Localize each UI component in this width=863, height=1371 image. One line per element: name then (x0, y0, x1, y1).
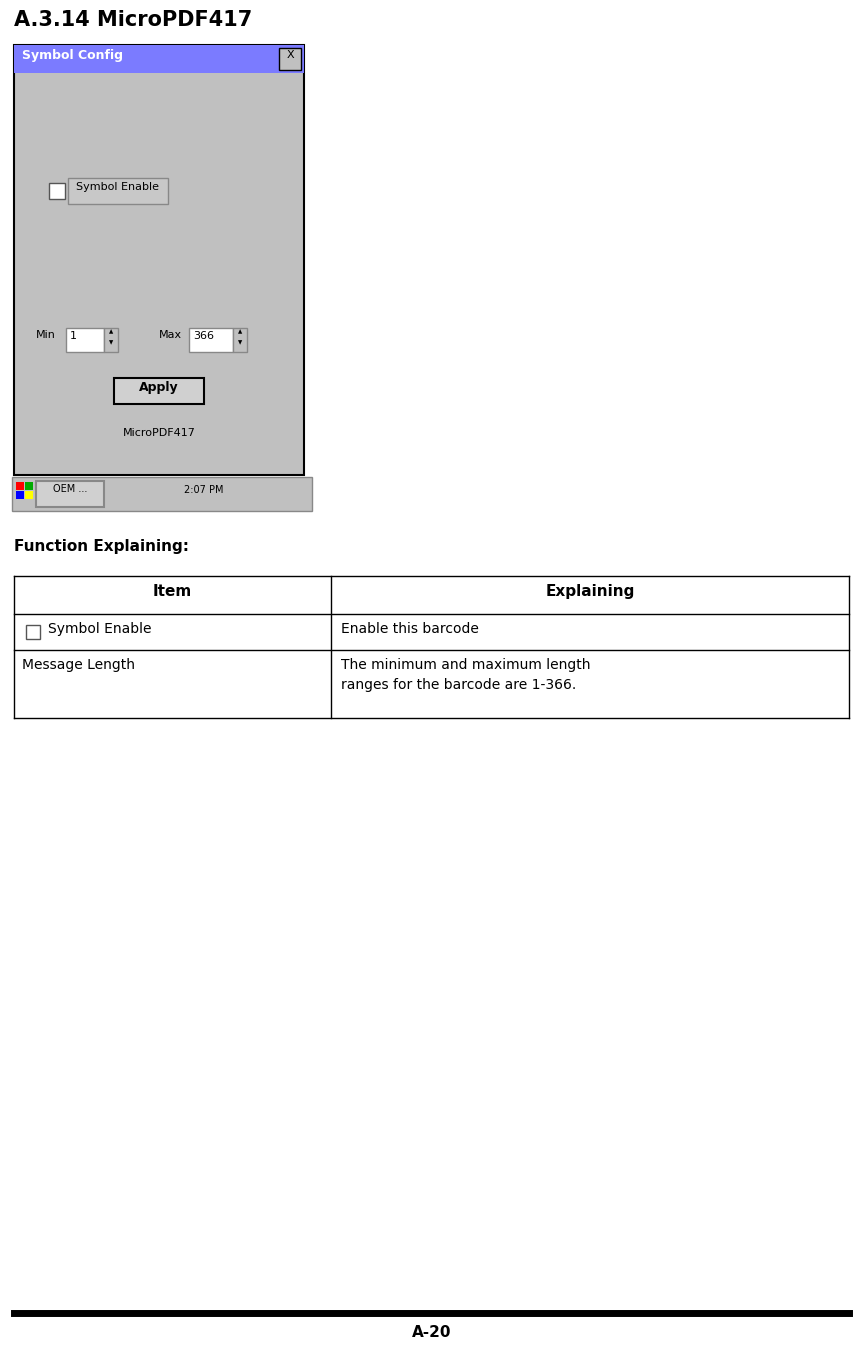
Text: Symbol Enable: Symbol Enable (77, 182, 160, 192)
Text: Symbol Enable: Symbol Enable (48, 622, 152, 636)
Text: Max: Max (159, 330, 182, 340)
Bar (16, 491, 24, 499)
Text: 2:07 PM: 2:07 PM (184, 485, 224, 495)
Text: ▲: ▲ (109, 329, 113, 335)
Bar (279, 48, 301, 70)
Text: ranges for the barcode are 1-366.: ranges for the barcode are 1-366. (341, 679, 576, 692)
Text: MicroPDF417: MicroPDF417 (123, 428, 195, 437)
Text: Min: Min (36, 330, 56, 340)
Bar (25, 483, 33, 489)
Bar (16, 483, 24, 489)
Text: Enable this barcode: Enable this barcode (341, 622, 479, 636)
Text: Item: Item (153, 584, 192, 599)
Text: ▲: ▲ (238, 329, 243, 335)
Bar (66, 328, 104, 352)
Text: Symbol Config: Symbol Config (22, 49, 123, 62)
Text: 1: 1 (70, 330, 77, 341)
Bar (49, 182, 65, 199)
Text: A-20: A-20 (412, 1324, 451, 1339)
Text: Apply: Apply (139, 381, 179, 393)
Bar (14, 45, 304, 73)
Text: X: X (287, 49, 293, 60)
Text: Function Explaining:: Function Explaining: (14, 539, 189, 554)
Bar (36, 481, 104, 507)
Bar (26, 625, 40, 639)
Bar (189, 328, 233, 352)
Bar (25, 491, 33, 499)
Text: The minimum and maximum length: The minimum and maximum length (341, 658, 591, 672)
Bar (104, 328, 118, 352)
Bar (233, 328, 247, 352)
Text: Explaining: Explaining (545, 584, 635, 599)
Bar (12, 477, 312, 511)
Text: OEM ...: OEM ... (53, 484, 87, 494)
Text: ▼: ▼ (238, 340, 243, 345)
Text: ▼: ▼ (109, 340, 113, 345)
Bar (14, 576, 849, 718)
Text: Message Length: Message Length (22, 658, 135, 672)
Text: A.3.14 MicroPDF417: A.3.14 MicroPDF417 (14, 10, 252, 30)
Bar (114, 378, 204, 404)
Bar (14, 45, 304, 474)
Bar (68, 178, 168, 204)
Text: 366: 366 (193, 330, 214, 341)
